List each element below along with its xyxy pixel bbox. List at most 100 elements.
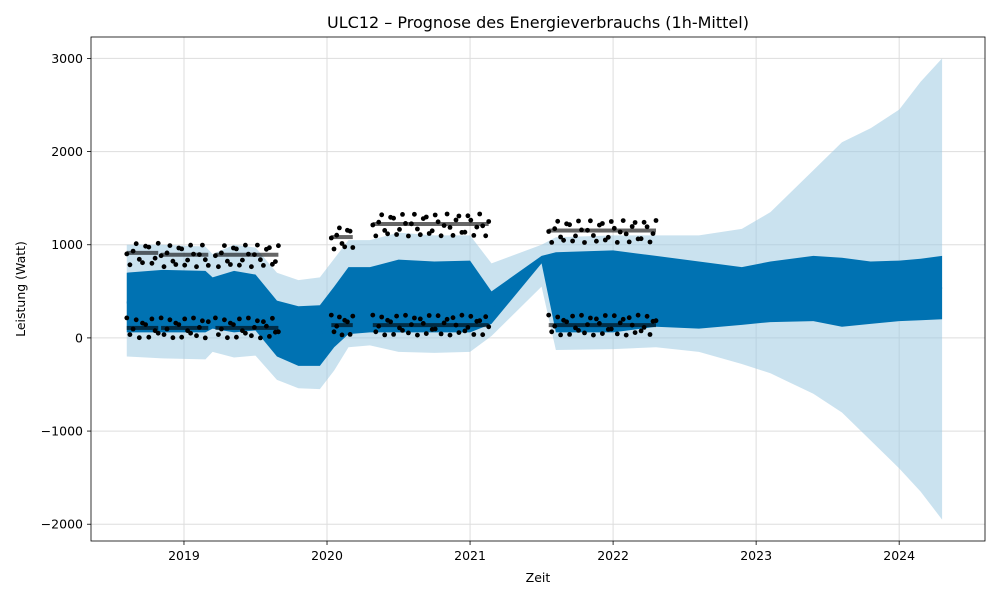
observed-point	[228, 262, 233, 267]
observed-point	[415, 226, 420, 232]
observed-point	[417, 232, 423, 238]
observed-point	[373, 233, 379, 239]
observed-point	[133, 317, 139, 323]
observed-point	[124, 315, 130, 321]
forecast-range	[126, 250, 943, 366]
observed-point	[626, 315, 632, 321]
observed-point	[231, 322, 236, 327]
observed-point	[170, 258, 176, 264]
observed-point	[480, 332, 486, 338]
observed-point	[373, 329, 379, 335]
observed-point	[261, 319, 266, 325]
observed-lower-cluster	[215, 325, 279, 330]
observed-point	[620, 218, 626, 224]
observed-point	[403, 312, 408, 318]
observed-point	[614, 240, 620, 245]
observed-point	[161, 264, 167, 270]
observed-point	[611, 313, 617, 319]
observed-point	[570, 238, 575, 244]
observed-point	[337, 225, 342, 231]
observed-lower-cluster	[161, 325, 209, 330]
observed-point	[567, 222, 572, 228]
observed-point	[647, 239, 653, 245]
x-tick-label: 2021	[454, 548, 486, 563]
observed-upper-cluster	[372, 222, 489, 227]
observed-point	[483, 233, 489, 239]
observed-point	[273, 259, 278, 264]
observed-point	[243, 242, 248, 248]
observed-point	[222, 317, 227, 323]
observed-point	[267, 334, 272, 339]
observed-lower-cluster	[126, 325, 159, 330]
observed-point	[653, 218, 659, 223]
observed-point	[276, 243, 281, 249]
observed-point	[202, 335, 208, 341]
y-tick-label: −1000	[41, 424, 83, 439]
observed-point	[608, 326, 614, 332]
observed-point	[237, 316, 242, 322]
observed-point	[267, 245, 272, 251]
observed-point	[176, 322, 182, 327]
observed-point	[379, 314, 385, 320]
observed-point	[347, 332, 353, 337]
observed-point	[653, 318, 659, 324]
observed-point	[447, 225, 453, 230]
observed-upper-cluster	[215, 252, 279, 257]
observed-point	[170, 335, 176, 341]
observed-point	[626, 239, 632, 245]
observed-point	[406, 233, 411, 239]
observed-point	[471, 233, 477, 238]
observed-upper-cluster	[161, 252, 209, 257]
observed-point	[576, 328, 581, 333]
observed-point	[570, 313, 575, 319]
observed-upper-cluster	[126, 250, 159, 255]
forecast-layer	[126, 250, 943, 366]
observed-point	[194, 264, 199, 270]
observed-point	[641, 219, 647, 225]
observed-point	[412, 315, 417, 321]
observed-point	[588, 218, 593, 224]
observed-point	[385, 231, 390, 237]
observed-point	[453, 217, 459, 223]
observed-point	[146, 244, 152, 250]
observed-point	[438, 331, 444, 337]
observed-point	[143, 322, 149, 327]
observed-point	[213, 315, 218, 321]
observed-point	[339, 241, 345, 246]
observed-point	[600, 221, 605, 226]
observed-point	[237, 262, 242, 268]
observed-point	[249, 333, 254, 339]
observed-point	[161, 332, 167, 337]
y-tick-label: 1000	[51, 237, 83, 252]
observed-point	[417, 316, 423, 322]
observed-point	[605, 234, 611, 240]
observed-point	[400, 212, 405, 217]
observed-point	[140, 260, 145, 266]
observed-point	[450, 315, 456, 321]
observed-upper-cluster	[331, 235, 353, 240]
observed-point	[234, 334, 239, 340]
observed-point	[331, 329, 337, 335]
x-tick-label: 2023	[740, 548, 772, 563]
observed-point	[225, 258, 230, 264]
observed-point	[179, 334, 185, 340]
x-tick-label: 2019	[168, 548, 200, 563]
observed-point	[423, 214, 429, 220]
observed-point	[255, 318, 260, 324]
observed-point	[549, 240, 555, 245]
observed-point	[350, 313, 356, 319]
y-tick-label: 2000	[51, 144, 83, 159]
observed-point	[406, 330, 411, 336]
observed-point	[558, 234, 563, 240]
observed-point	[555, 218, 561, 224]
observed-point	[222, 243, 227, 249]
observed-point	[477, 211, 483, 217]
observed-point	[614, 331, 620, 337]
observed-point	[152, 255, 158, 261]
observed-point	[200, 318, 205, 324]
observed-point	[558, 332, 563, 338]
observed-point	[400, 328, 405, 333]
observed-point	[331, 246, 337, 252]
observed-point	[202, 257, 208, 263]
observed-point	[243, 330, 248, 336]
